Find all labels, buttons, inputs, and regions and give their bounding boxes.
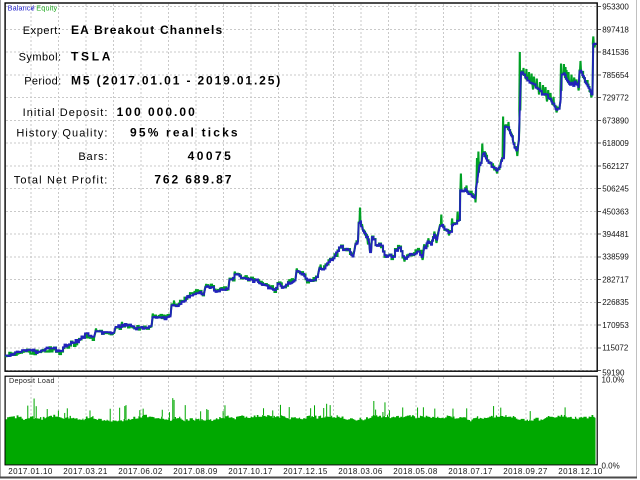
svg-text:/: / (32, 4, 35, 13)
svg-text:2018.09.27: 2018.09.27 (503, 467, 548, 476)
svg-text:2018.12.10: 2018.12.10 (558, 467, 603, 476)
svg-text:History Quality:: History Quality: (16, 128, 108, 140)
svg-text:Balance: Balance (8, 4, 35, 13)
svg-text:2017.12.15: 2017.12.15 (283, 467, 328, 476)
svg-text:Total Net Profit:: Total Net Profit: (14, 175, 109, 187)
svg-text:2017.10.17: 2017.10.17 (228, 467, 273, 476)
svg-text:TSLA: TSLA (71, 49, 113, 63)
svg-text:2017.03.21: 2017.03.21 (63, 467, 108, 476)
svg-text:Expert:: Expert: (23, 25, 62, 37)
svg-text:2017.01.10: 2017.01.10 (8, 467, 53, 476)
svg-text:729772: 729772 (602, 94, 629, 103)
svg-text:841536: 841536 (602, 48, 629, 57)
svg-text:Equity: Equity (36, 4, 57, 13)
svg-text:338599: 338599 (602, 253, 629, 262)
svg-text:Deposit Load: Deposit Load (9, 376, 55, 385)
svg-text:226835: 226835 (602, 298, 629, 307)
svg-text:Symbol:: Symbol: (19, 51, 62, 63)
svg-text:762 689.87: 762 689.87 (154, 173, 233, 187)
svg-text:562127: 562127 (602, 162, 629, 171)
svg-text:Initial Deposit:: Initial Deposit: (23, 107, 109, 119)
svg-text:EA Breakout Channels: EA Breakout Channels (71, 23, 223, 37)
svg-text:618009: 618009 (602, 139, 629, 148)
svg-text:115072: 115072 (602, 344, 629, 353)
svg-text:M5 (2017.01.01 - 2019.01.25): M5 (2017.01.01 - 2019.01.25) (71, 73, 282, 87)
svg-text:Bars:: Bars: (78, 151, 108, 163)
svg-text:10.0%: 10.0% (602, 375, 625, 384)
svg-text:0.0%: 0.0% (602, 461, 620, 470)
svg-text:95% real ticks: 95% real ticks (130, 126, 240, 140)
svg-text:2018.07.17: 2018.07.17 (448, 467, 493, 476)
svg-text:2017.08.09: 2017.08.09 (173, 467, 218, 476)
svg-text:2018.05.08: 2018.05.08 (393, 467, 438, 476)
svg-text:394481: 394481 (602, 230, 629, 239)
svg-text:170953: 170953 (602, 321, 629, 330)
svg-text:59190: 59190 (602, 368, 625, 377)
svg-text:40075: 40075 (188, 149, 234, 163)
svg-text:953300: 953300 (602, 3, 629, 12)
svg-text:2017.06.02: 2017.06.02 (118, 467, 163, 476)
svg-text:282717: 282717 (602, 276, 629, 285)
svg-text:Period:: Period: (24, 75, 61, 87)
svg-text:673890: 673890 (602, 116, 629, 125)
svg-text:506245: 506245 (602, 185, 629, 194)
svg-text:2018.03.06: 2018.03.06 (338, 467, 383, 476)
svg-text:450363: 450363 (602, 207, 629, 216)
svg-text:785654: 785654 (602, 71, 629, 80)
svg-text:100 000.00: 100 000.00 (117, 105, 197, 119)
svg-text:897418: 897418 (602, 25, 629, 34)
